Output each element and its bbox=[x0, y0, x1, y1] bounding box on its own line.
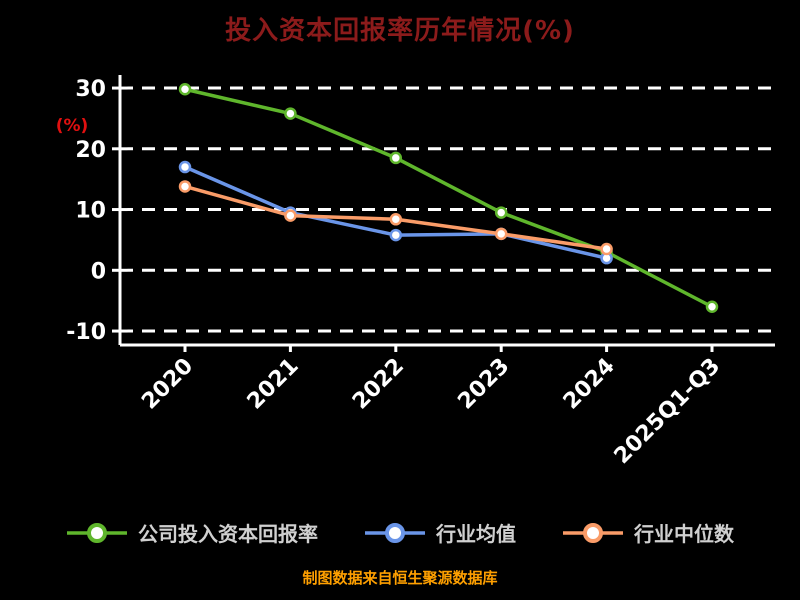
y-axis-label: (%) bbox=[56, 116, 89, 136]
y-tick-label: 30 bbox=[75, 77, 106, 102]
legend-item-1: 行业均值 bbox=[364, 518, 516, 547]
y-tick-label: 10 bbox=[75, 199, 106, 224]
legend-marker-icon bbox=[365, 522, 425, 543]
legend-item-0: 公司投入资本回报率 bbox=[66, 518, 318, 547]
legend-item-2: 行业中位数 bbox=[562, 518, 734, 547]
legend-marker-icon bbox=[563, 522, 623, 543]
data-point-marker bbox=[600, 242, 613, 256]
data-point-marker bbox=[178, 160, 192, 174]
x-tick-label: 2020 bbox=[137, 354, 198, 415]
series-line bbox=[183, 87, 714, 309]
data-point-marker bbox=[178, 83, 192, 96]
x-tick-label: 2021 bbox=[243, 354, 304, 415]
x-tick-label: 2023 bbox=[453, 354, 514, 415]
data-point-marker bbox=[494, 206, 508, 219]
data-source-note: 制图数据来自恒生聚源数据库 bbox=[302, 569, 498, 587]
line-chart: 30 20 10 0 -10 (%) 2020 2021 2022 2023 20242025Q1-… bbox=[56, 75, 775, 470]
legend-label: 行业中位数 bbox=[634, 522, 734, 546]
legend-label: 行业均值 bbox=[436, 522, 516, 546]
legend-label: 公司投入资本回报率 bbox=[138, 522, 318, 546]
data-point-marker bbox=[389, 213, 403, 226]
chart-title: 投入资本回报率历年情况(%) bbox=[225, 16, 575, 46]
data-point-marker bbox=[284, 107, 297, 120]
data-point-marker bbox=[705, 300, 719, 313]
y-tick-label: 20 bbox=[75, 138, 106, 163]
y-tick-label: 0 bbox=[91, 259, 106, 284]
data-point-marker bbox=[178, 180, 192, 193]
data-point-marker bbox=[284, 209, 297, 222]
legend-marker-icon bbox=[67, 522, 127, 543]
y-tick-label: -10 bbox=[66, 320, 106, 345]
data-point-marker bbox=[389, 228, 403, 242]
x-tick-label: 2022 bbox=[348, 354, 409, 415]
series-line bbox=[183, 165, 609, 260]
data-point-marker bbox=[389, 151, 403, 165]
x-tick-label: 2024 bbox=[559, 354, 620, 415]
x-tick-label: 2025Q1-Q3 bbox=[610, 354, 726, 470]
data-point-marker bbox=[494, 227, 508, 241]
chart-legend: 公司投入资本回报率 行业均值 行业中位数 bbox=[0, 518, 800, 547]
